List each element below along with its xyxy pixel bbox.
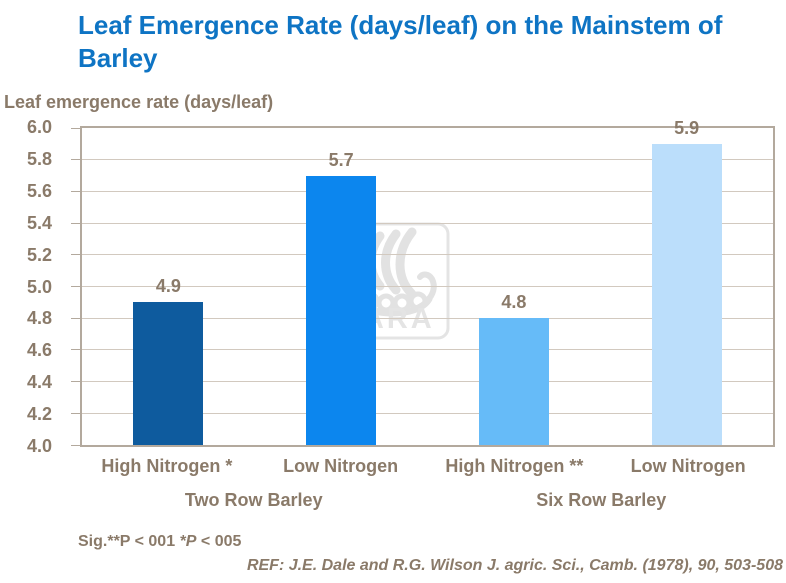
x-tick-label: Low Nitrogen	[283, 456, 399, 476]
y-axis-tick	[71, 317, 80, 319]
bar-low-nitrogen	[651, 143, 722, 445]
bar-value-label: 5.7	[328, 149, 354, 170]
plot-area: YARA 4.9 5.7 4.8 5.9	[71, 118, 775, 447]
sig-suffix: < 005	[196, 533, 242, 550]
y-tick-label: 6.0	[26, 117, 52, 137]
y-axis-title: Leaf emergence rate (days/leaf)	[4, 92, 274, 112]
x-axis-labels: High Nitrogen * Low Nitrogen High Nitrogen…	[80, 456, 775, 477]
significance-note: Sig.**P < 001 *P < 005	[78, 533, 241, 551]
y-tick-label: 4.6	[26, 340, 52, 361]
y-tick-label: 5.6	[26, 180, 52, 201]
gridline	[82, 190, 773, 192]
gridline	[82, 349, 773, 351]
y-tick-label: 4.0	[26, 436, 52, 456]
y-axis-tick	[71, 190, 80, 192]
y-axis-tick	[71, 286, 80, 287]
bar-low-nitrogen	[306, 175, 377, 445]
y-tick-label: 5.2	[26, 244, 52, 265]
gridline	[82, 412, 773, 414]
y-tick-label: 4.4	[26, 372, 52, 393]
y-axis-tick	[71, 254, 80, 256]
x-tick-label: High Nitrogen *	[101, 456, 233, 476]
y-axis-tick	[71, 127, 80, 129]
y-axis-tick	[71, 222, 80, 224]
y-tick-label: 4.8	[26, 308, 52, 329]
gridline	[82, 222, 773, 224]
gridline	[82, 317, 773, 319]
y-axis-tick	[71, 412, 80, 414]
bar-value-label: 4.8	[501, 292, 527, 313]
group-label: Two Row Barley	[184, 490, 323, 510]
y-axis-tick	[71, 381, 80, 383]
sig-prefix: Sig.**P < 001	[78, 533, 180, 550]
y-tick-label: 4.2	[26, 404, 52, 425]
y-axis-tick	[71, 349, 80, 351]
y-tick-label: 5.0	[26, 276, 52, 297]
x-tick-label: High Nitrogen **	[445, 456, 584, 476]
bar-value-label: 4.9	[155, 276, 181, 297]
gridline	[82, 159, 773, 161]
gridline	[82, 254, 773, 256]
bar-value-label: 5.9	[674, 117, 700, 138]
reference-citation: REF: J.E. Dale and R.G. Wilson J. agric.…	[246, 557, 783, 574]
bar-high-nitrogen	[478, 318, 549, 445]
gridline	[82, 381, 773, 383]
sig-italic: *P	[179, 533, 197, 550]
group-labels: Two Row Barley Six Row Barley	[80, 490, 775, 511]
y-axis-tick	[71, 444, 80, 446]
x-tick-label: Low Nitrogen	[630, 456, 746, 476]
y-tick-label: 5.8	[26, 148, 52, 169]
group-label: Six Row Barley	[536, 490, 667, 510]
y-tick-label: 5.4	[26, 212, 52, 233]
y-axis-labels: 6.0 5.8 5.6 5.4 5.2 5.0 4.8 4.6 4.4 4.2 4.0	[0, 117, 66, 456]
gridline	[82, 286, 773, 287]
bar-high-nitrogen	[133, 302, 204, 445]
y-axis-tick	[71, 159, 80, 161]
chart-title: Leaf Emergence Rate (days/leaf) on the M…	[78, 10, 723, 73]
